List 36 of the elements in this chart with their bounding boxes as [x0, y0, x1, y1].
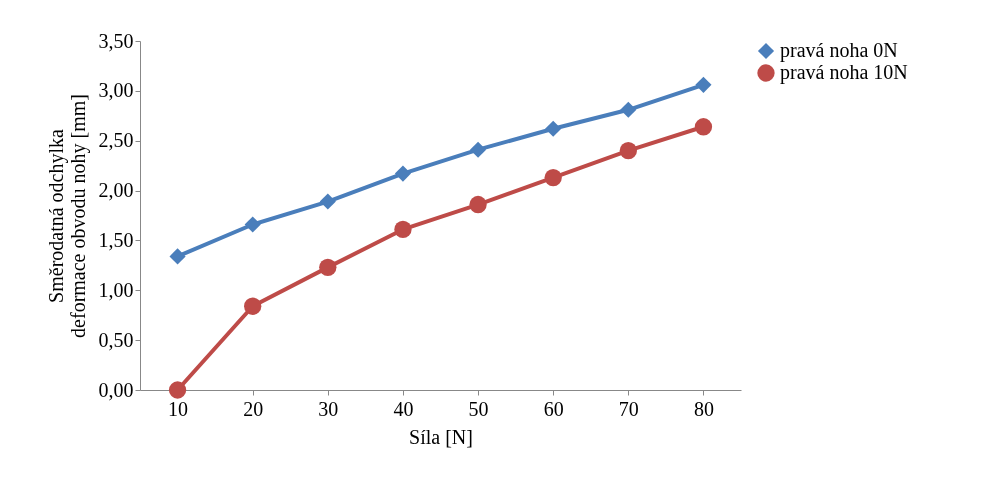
point — [394, 220, 412, 239]
y-tick-label: 1,50 — [98, 228, 134, 251]
y-tick-label: 2,50 — [98, 129, 134, 152]
point — [244, 216, 261, 233]
point — [544, 168, 562, 187]
point — [695, 76, 712, 93]
y-tick-label: 2,00 — [98, 179, 134, 202]
point — [620, 101, 637, 118]
x-tick-label: 60 — [543, 397, 564, 420]
point — [694, 118, 713, 136]
legend-label: pravá noha 0N — [780, 39, 898, 62]
x-tick-label: 80 — [693, 397, 714, 420]
point — [244, 297, 262, 315]
x-tick-label: 70 — [618, 397, 639, 420]
point — [169, 248, 186, 265]
y-tick-label: 0,00 — [98, 378, 134, 401]
point — [394, 165, 411, 182]
y-tick-label: 3,00 — [98, 79, 134, 102]
y-tick-label: 3,50 — [98, 29, 134, 52]
x-tick-label: 40 — [393, 397, 414, 420]
y-axis-title: Směrodatná odchylka deformace obvodu nohy [mm] — [44, 94, 90, 338]
y-tick-label: 1,00 — [98, 278, 134, 301]
x-tick-label: 20 — [243, 397, 264, 420]
point — [319, 193, 336, 210]
x-axis-title: Síla [N] — [409, 425, 473, 448]
point — [619, 142, 637, 160]
point — [469, 195, 487, 214]
x-tick-label: 10 — [168, 397, 189, 420]
point — [319, 258, 337, 276]
y-tick-label: 0,50 — [98, 328, 134, 351]
x-tick-label: 30 — [318, 397, 339, 420]
x-tick-label: 50 — [468, 397, 489, 420]
point — [470, 141, 487, 158]
legend-label: pravá noha 10N — [780, 61, 908, 84]
point — [168, 381, 187, 399]
point — [545, 120, 562, 137]
